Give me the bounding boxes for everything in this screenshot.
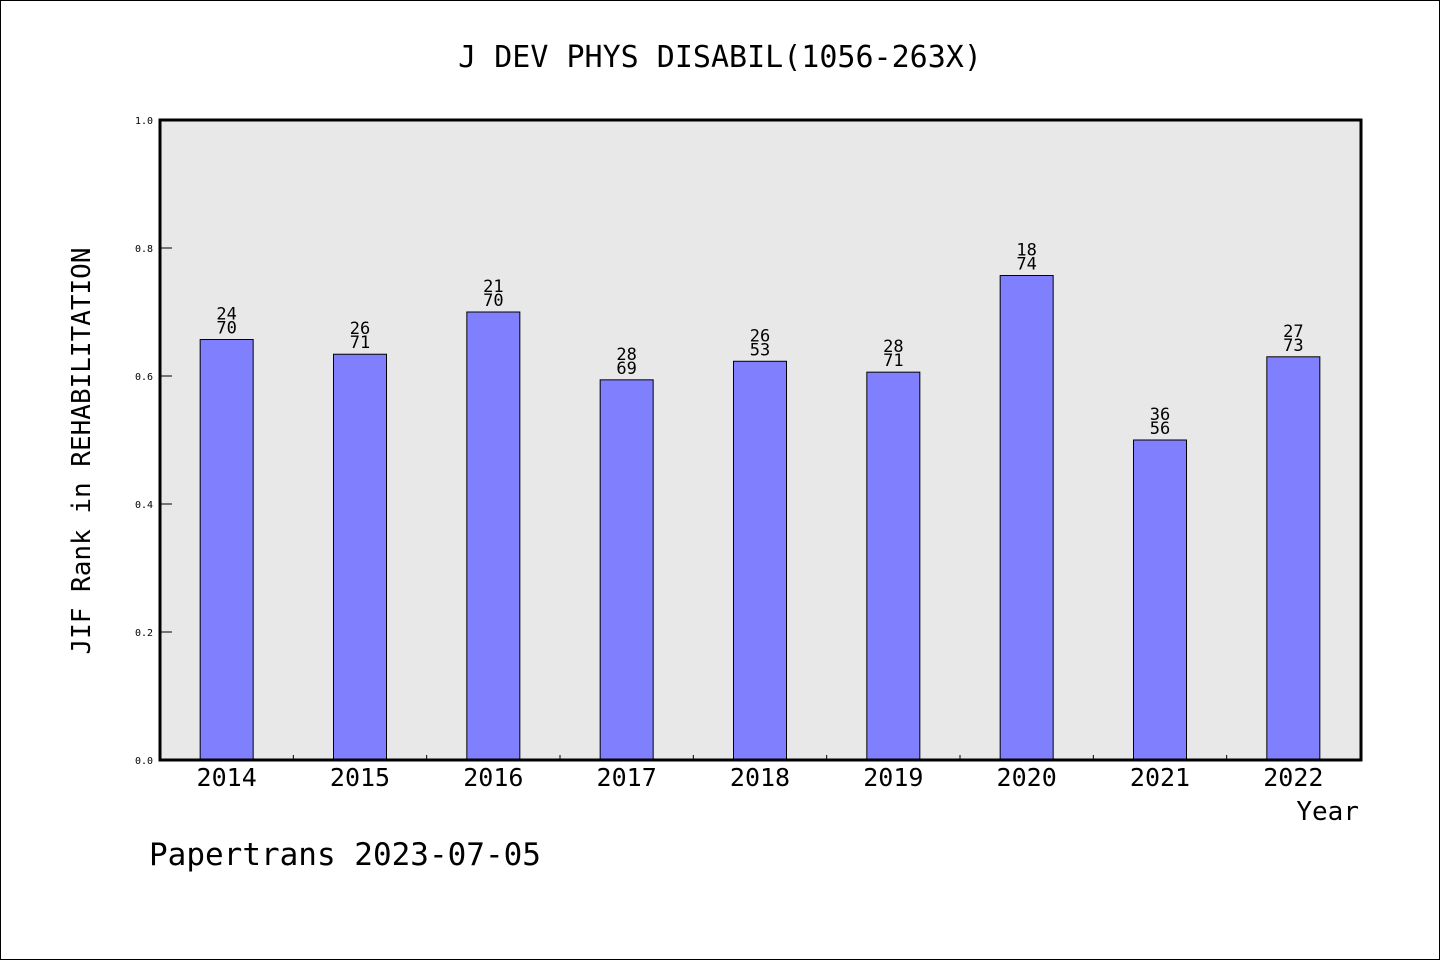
bar-total-label: 71 [350,333,370,353]
bar-total-label: 53 [750,340,770,360]
y-axis-label: JIF Rank in REHABILITATION [67,248,97,655]
x-tick-label: 2014 [197,763,257,792]
bar-2016 [466,311,521,761]
bar-rank-label: 24 [216,305,236,325]
bar-rank-label: 27 [1283,322,1303,342]
bar-total-label: 69 [616,359,636,379]
bar-rank-label: 26 [350,319,370,339]
chart-title: J DEV PHYS DISABIL(1056-263X) [458,40,982,75]
bar-2022 [1266,356,1321,761]
bar-total-label: 56 [1150,419,1170,439]
x-tick-label: 2022 [1263,763,1323,792]
bar-rank-label: 28 [616,345,636,365]
bar-2019 [866,371,921,761]
bar-total-label: 70 [216,319,236,339]
y-tick-label: 0.2 [135,628,153,639]
y-tick-label: 1.0 [135,116,153,127]
bar-total-label: 70 [483,291,503,311]
bar-rank-label: 28 [883,337,903,357]
plot-border [158,118,1363,762]
y-tick-label: 0.8 [135,244,153,255]
bar-total-label: 74 [1016,255,1036,275]
bar-rank-label: 26 [750,326,770,346]
x-tick-label: 2021 [1130,763,1190,792]
x-tick-label: 2020 [997,763,1057,792]
bar-rank-label: 18 [1016,241,1036,261]
bar-2020 [999,275,1054,761]
x-tick-label: 2016 [463,763,523,792]
bar-total-label: 71 [883,351,903,371]
x-tick-label: 2017 [597,763,657,792]
footer-credit: Papertrans 2023-07-05 [149,837,541,873]
bar-rank-label: 21 [483,277,503,297]
x-tick-label: 2019 [863,763,923,792]
x-tick-label: 2018 [730,763,790,792]
y-tick-label: 0.6 [135,372,153,383]
y-tick-label: 0.0 [135,756,153,767]
y-tick-label: 0.4 [135,500,153,511]
bar-2021 [1133,439,1187,761]
x-axis: 2014 2015 2016 2017 2018 2019 2020 2021 2022 [197,755,1323,792]
x-tick-label: 2015 [330,763,390,792]
bar-rank-label: 36 [1150,405,1170,425]
bar-2014 [199,339,254,761]
x-axis-label: Year [1296,797,1359,827]
bar-total-label: 73 [1283,336,1303,356]
bar-2018 [733,360,787,761]
bar-2017 [599,379,654,761]
bars [199,275,1321,761]
bar-2015 [333,353,387,761]
